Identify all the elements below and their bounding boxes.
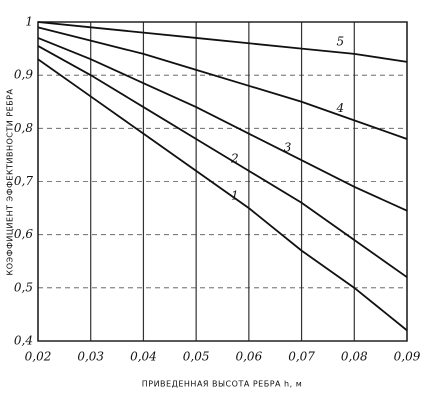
x-tick-label: 0,05	[183, 350, 210, 364]
y-tick-label: 1	[25, 15, 33, 29]
series-line	[37, 37, 408, 212]
x-tick-label: 0,02	[25, 350, 52, 364]
series-label: 1	[231, 189, 239, 203]
series-label: 5	[336, 34, 344, 48]
y-tick-label: 0,8	[14, 121, 33, 135]
series-label: 3	[284, 141, 292, 155]
x-tick-label: 0,03	[77, 350, 104, 364]
series-line	[37, 45, 408, 278]
x-tick-label: 0,04	[130, 350, 157, 364]
x-axis-title: ПРИВЕДЕННАЯ ВЫСОТА РЕБРА h, м	[142, 380, 303, 389]
x-tick-label: 0,06	[235, 350, 262, 364]
series-label: 4	[335, 101, 344, 115]
y-tick-label: 0,4	[14, 334, 33, 348]
y-tick-label: 0,6	[14, 227, 33, 241]
series-line	[37, 58, 408, 332]
series-line	[37, 26, 408, 140]
series-label: 2	[230, 151, 239, 165]
plot-frame	[37, 21, 408, 342]
y-axis-title: КОЭФФИЦИЕНТ ЭФФЕКТИВНОСТИ РЕБРА	[6, 89, 15, 276]
x-tick-label: 0,09	[394, 350, 421, 364]
y-tick-label: 0,5	[14, 280, 33, 294]
x-tick-label: 0,07	[288, 350, 315, 364]
y-tick-label: 0,9	[14, 68, 33, 82]
series-line	[37, 21, 408, 63]
x-tick-label: 0,08	[341, 350, 368, 364]
y-tick-label: 0,7	[14, 174, 33, 188]
